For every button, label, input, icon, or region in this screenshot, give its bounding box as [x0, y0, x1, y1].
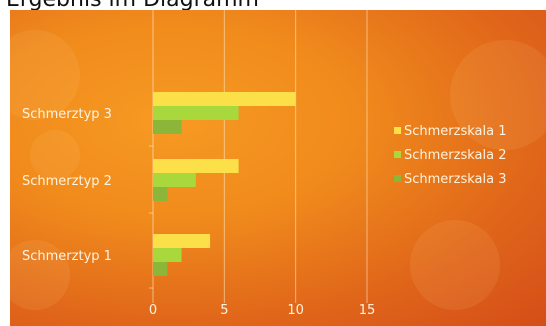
legend-swatch [394, 175, 401, 182]
legend-label: Schmerzskala 1 [404, 124, 507, 139]
bar [153, 187, 168, 201]
bar [153, 120, 182, 134]
bar [153, 173, 196, 187]
bokeh-decoration [30, 130, 80, 180]
bokeh-decoration [10, 240, 70, 310]
legend-swatch [394, 151, 401, 158]
page-heading: Ergebnis im Diagramm [6, 0, 259, 12]
x-tick-label: 0 [149, 303, 157, 318]
bokeh-decoration [450, 40, 546, 150]
category-label: Schmerztyp 2 [22, 174, 112, 189]
bokeh-decoration [10, 30, 80, 120]
chart-slide: 0 5 10 15 Schmerztyp 1 Schmerztyp 2 Schmerztyp… [10, 10, 546, 326]
x-tick-label: 15 [359, 303, 376, 318]
bokeh-decoration [410, 220, 500, 310]
legend-swatch [394, 127, 401, 134]
legend-label: Schmerzskala 3 [404, 172, 507, 187]
legend-label: Schmerzskala 2 [404, 148, 507, 163]
bar [153, 106, 239, 120]
bar [153, 159, 239, 173]
category-label: Schmerztyp 3 [22, 107, 112, 122]
bar [153, 92, 296, 106]
x-tick-label: 10 [287, 303, 304, 318]
bar-chart: 0 5 10 15 Schmerztyp 1 Schmerztyp 2 Schmerztyp… [22, 10, 507, 318]
x-tick-label: 5 [220, 303, 228, 318]
bar [153, 248, 182, 262]
bar [153, 262, 168, 276]
category-label: Schmerztyp 1 [22, 249, 112, 264]
bar [153, 234, 211, 248]
